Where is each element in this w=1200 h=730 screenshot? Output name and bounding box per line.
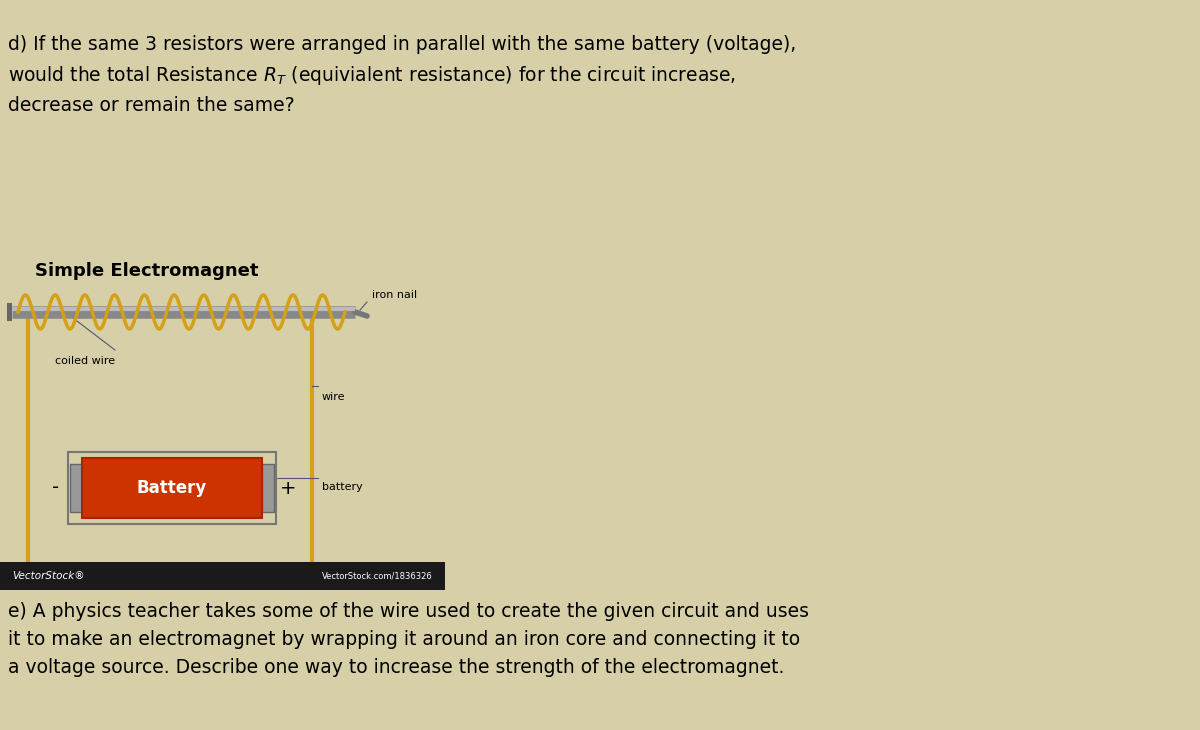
Text: e) A physics teacher takes some of the wire used to create the given circuit and: e) A physics teacher takes some of the w… xyxy=(8,602,809,677)
Text: Battery: Battery xyxy=(137,479,208,497)
Text: battery: battery xyxy=(322,482,362,492)
Text: wire: wire xyxy=(322,392,346,402)
Text: coiled wire: coiled wire xyxy=(55,356,115,366)
Text: Simple Electromagnet: Simple Electromagnet xyxy=(35,262,258,280)
Bar xyxy=(70,464,82,512)
Bar xyxy=(0,562,445,590)
Text: d) If the same 3 resistors were arranged in parallel with the same battery (volt: d) If the same 3 resistors were arranged… xyxy=(8,35,797,115)
Text: VectorStock.com/1836326: VectorStock.com/1836326 xyxy=(323,572,433,580)
Bar xyxy=(82,458,262,518)
Text: iron nail: iron nail xyxy=(372,290,418,300)
Bar xyxy=(68,452,276,524)
Bar xyxy=(262,464,274,512)
Text: +: + xyxy=(280,478,296,498)
Text: -: - xyxy=(53,478,60,498)
Text: VectorStock®: VectorStock® xyxy=(12,571,85,581)
